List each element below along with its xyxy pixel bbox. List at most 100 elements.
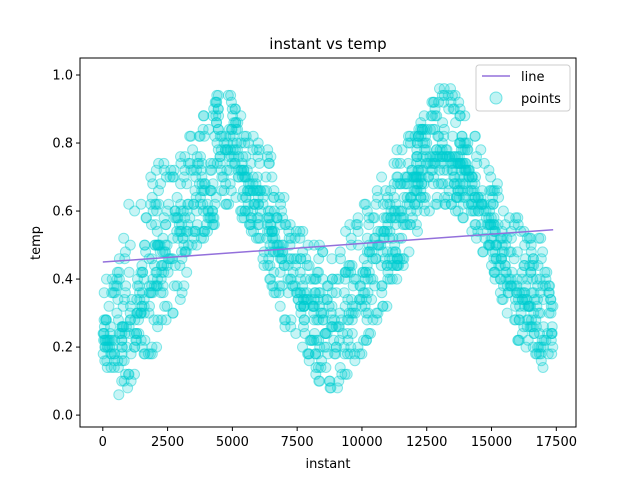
- scatter-point: [212, 89, 224, 101]
- scatter-point: [298, 314, 310, 326]
- scatter-point: [239, 205, 251, 217]
- scatter-point: [277, 239, 289, 251]
- scatter-point: [471, 151, 482, 163]
- scatter-point: [437, 178, 449, 190]
- scatter-point: [300, 294, 312, 305]
- scatter-point: [194, 130, 206, 142]
- scatter-point: [353, 294, 365, 305]
- scatter-point: [476, 198, 488, 210]
- scatter-point: [533, 348, 545, 360]
- scatter-point: [346, 300, 358, 312]
- scatter-point: [99, 334, 111, 346]
- scatter-point: [157, 280, 169, 292]
- scatter-point: [346, 260, 358, 271]
- scatter-point: [247, 130, 259, 142]
- scatter-point: [283, 225, 295, 237]
- scatter-point: [119, 287, 131, 299]
- scatter-point: [436, 137, 448, 149]
- scatter-point: [462, 198, 474, 210]
- scatter-point: [144, 300, 155, 312]
- scatter-point: [370, 253, 382, 265]
- scatter-point: [401, 198, 413, 210]
- scatter-point: [135, 307, 147, 319]
- scatter-point: [392, 253, 404, 265]
- scatter-point: [542, 328, 554, 339]
- scatter-point: [346, 294, 358, 305]
- scatter-point: [344, 260, 356, 271]
- scatter-point: [177, 205, 189, 217]
- legend: line points: [475, 64, 571, 112]
- scatter-point: [335, 253, 346, 265]
- scatter-point: [326, 321, 338, 333]
- scatter-point: [176, 287, 188, 299]
- scatter-point: [268, 185, 280, 197]
- scatter-point: [303, 348, 315, 360]
- scatter-point: [180, 246, 192, 258]
- scatter-point: [214, 157, 226, 169]
- scatter-point: [333, 375, 345, 387]
- scatter-point: [132, 280, 143, 292]
- scatter-point: [237, 151, 249, 163]
- scatter-point: [511, 287, 523, 299]
- scatter-point: [161, 239, 173, 251]
- scatter-point: [378, 225, 390, 237]
- scatter-point: [321, 341, 332, 353]
- scatter-point: [242, 198, 254, 210]
- scatter-point: [352, 341, 364, 353]
- scatter-point: [266, 232, 278, 244]
- scatter-point: [209, 198, 221, 210]
- scatter-point: [528, 260, 540, 271]
- scatter-point: [405, 205, 417, 217]
- scatter-point: [116, 341, 128, 353]
- scatter-point: [478, 198, 490, 210]
- scatter-point: [116, 355, 128, 367]
- scatter-point: [343, 314, 355, 326]
- scatter-point: [207, 178, 219, 190]
- scatter-point: [347, 280, 359, 292]
- scatter-point: [161, 205, 173, 217]
- scatter-point: [314, 341, 326, 353]
- scatter-point: [546, 328, 557, 339]
- scatter-point: [229, 103, 241, 115]
- scatter-point: [510, 314, 522, 326]
- scatter-point: [98, 328, 110, 339]
- scatter-point: [314, 375, 326, 387]
- scatter-point: [167, 232, 179, 244]
- scatter-point: [415, 191, 427, 203]
- scatter-point: [252, 151, 264, 163]
- scatter-point: [453, 151, 465, 163]
- scatter-point: [268, 287, 280, 299]
- scatter-point: [402, 171, 414, 183]
- scatter-point: [133, 328, 145, 339]
- scatter-point: [263, 212, 275, 224]
- scatter-point: [420, 157, 432, 169]
- scatter-point: [451, 191, 462, 203]
- scatter-point: [442, 191, 454, 203]
- scatter-point: [361, 334, 373, 346]
- scatter-point: [495, 253, 507, 265]
- scatter-point: [360, 266, 372, 278]
- scatter-point: [214, 151, 226, 163]
- scatter-point: [450, 205, 461, 217]
- scatter-point: [129, 341, 141, 353]
- scatter-point: [528, 287, 540, 299]
- scatter-point: [410, 157, 422, 169]
- scatter-point: [417, 137, 429, 149]
- scatter-point: [489, 246, 501, 258]
- scatter-point: [354, 348, 366, 360]
- scatter-point: [106, 348, 118, 360]
- scatter-point: [494, 273, 506, 285]
- scatter-point: [424, 157, 436, 169]
- scatter-point: [152, 280, 164, 292]
- scatter-point: [454, 171, 466, 183]
- scatter-point: [137, 287, 149, 299]
- scatter-point: [367, 253, 379, 265]
- scatter-point: [207, 219, 219, 231]
- scatter-point: [240, 171, 252, 183]
- scatter-point: [202, 212, 214, 224]
- scatter-point: [443, 178, 454, 190]
- scatter-point: [522, 300, 534, 312]
- scatter-point: [197, 198, 209, 210]
- scatter-point: [178, 171, 190, 183]
- scatter-point: [510, 300, 521, 312]
